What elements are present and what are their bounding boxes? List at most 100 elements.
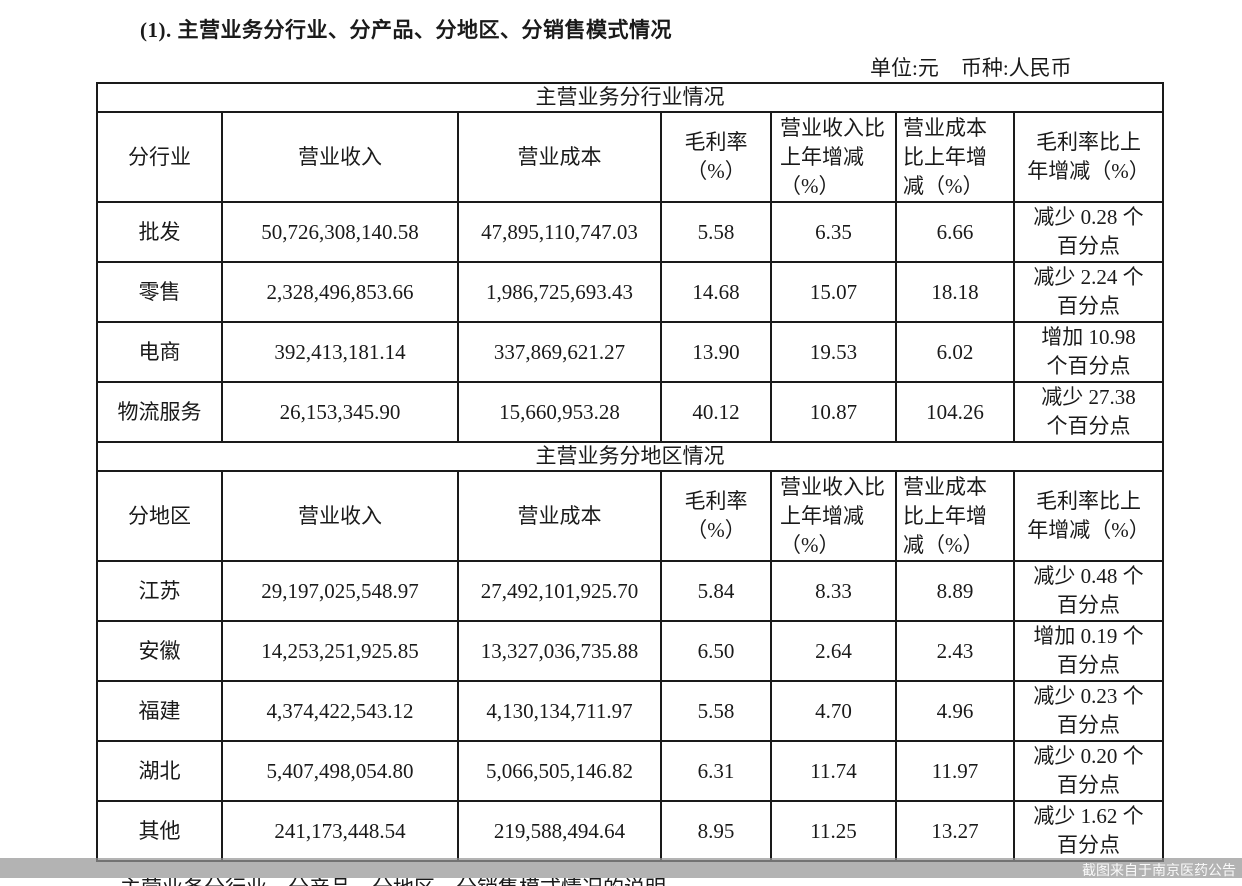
table-row: 物流服务 26,153,345.90 15,660,953.28 40.12 1…	[96, 381, 1165, 443]
revenue-change-value: 4.70	[770, 680, 897, 742]
revenue-value: 2,328,496,853.66	[221, 261, 459, 323]
header-margin-change: 毛利率比上年增减（%）	[1012, 470, 1165, 562]
margin-change-value: 减少 27.38 个百分点	[1012, 381, 1165, 443]
cost-value: 337,869,621.27	[457, 321, 662, 383]
cost-change-value: 13.27	[895, 800, 1015, 862]
table-row: 安徽 14,253,251,925.85 13,327,036,735.88 6…	[96, 620, 1165, 682]
header-revenue: 营业收入	[221, 470, 459, 562]
cost-value: 5,066,505,146.82	[457, 740, 662, 802]
revenue-change-value: 11.25	[770, 800, 897, 862]
region-table-title: 主营业务分地区情况	[95, 441, 1165, 472]
row-label: 安徽	[96, 620, 223, 682]
table-row: 福建 4,374,422,543.12 4,130,134,711.97 5.5…	[96, 680, 1165, 742]
header-margin-change: 毛利率比上年增减（%）	[1012, 111, 1165, 203]
table-row: 江苏 29,197,025,548.97 27,492,101,925.70 5…	[96, 560, 1165, 622]
cost-value: 27,492,101,925.70	[457, 560, 662, 622]
table-row: 湖北 5,407,498,054.80 5,066,505,146.82 6.3…	[96, 740, 1165, 802]
margin-value: 5.58	[660, 680, 772, 742]
row-label: 其他	[96, 800, 223, 862]
margin-change-value: 减少 0.28 个百分点	[1012, 201, 1165, 263]
revenue-value: 50,726,308,140.58	[221, 201, 459, 263]
row-label: 电商	[96, 321, 223, 383]
header-revenue-change: 营业收入比上年增减（%）	[770, 111, 897, 203]
margin-value: 40.12	[660, 381, 772, 443]
revenue-change-value: 2.64	[770, 620, 897, 682]
row-label: 批发	[96, 201, 223, 263]
margin-change-value: 减少 1.62 个百分点	[1012, 800, 1165, 862]
revenue-value: 392,413,181.14	[221, 321, 459, 383]
margin-value: 8.95	[660, 800, 772, 862]
margin-value: 5.84	[660, 560, 772, 622]
margin-change-value: 减少 2.24 个百分点	[1012, 261, 1165, 323]
table-row: 其他 241,173,448.54 219,588,494.64 8.95 11…	[96, 800, 1165, 862]
revenue-change-value: 8.33	[770, 560, 897, 622]
industry-title-row: 主营业务分行业情况	[95, 82, 1165, 113]
section-title: (1). 主营业务分行业、分产品、分地区、分销售模式情况	[140, 18, 672, 42]
cost-change-value: 18.18	[895, 261, 1015, 323]
row-label: 零售	[96, 261, 223, 323]
revenue-value: 241,173,448.54	[221, 800, 459, 862]
row-label: 福建	[96, 680, 223, 742]
header-revenue-change: 营业收入比上年增减（%）	[770, 470, 897, 562]
source-watermark: 截图来自于南京医药公告	[1082, 863, 1236, 879]
revenue-value: 26,153,345.90	[221, 381, 459, 443]
region-header-row: 分地区 营业收入 营业成本 毛利率（%） 营业收入比上年增减（%） 营业成本比上…	[96, 470, 1165, 562]
unit-currency-line: 单位:元 币种:人民币	[870, 52, 1072, 82]
revenue-value: 5,407,498,054.80	[221, 740, 459, 802]
cost-value: 13,327,036,735.88	[457, 620, 662, 682]
caption-overlay-band	[0, 858, 1242, 878]
row-label: 物流服务	[96, 381, 223, 443]
table-row: 批发 50,726,308,140.58 47,895,110,747.03 5…	[96, 201, 1165, 263]
region-title-row: 主营业务分地区情况	[95, 441, 1165, 472]
cost-value: 219,588,494.64	[457, 800, 662, 862]
table-row: 零售 2,328,496,853.66 1,986,725,693.43 14.…	[96, 261, 1165, 323]
revenue-value: 4,374,422,543.12	[221, 680, 459, 742]
margin-value: 6.50	[660, 620, 772, 682]
industry-table-title: 主营业务分行业情况	[95, 82, 1165, 113]
cost-value: 47,895,110,747.03	[457, 201, 662, 263]
margin-value: 13.90	[660, 321, 772, 383]
header-region: 分地区	[96, 470, 223, 562]
margin-change-value: 减少 0.23 个百分点	[1012, 680, 1165, 742]
row-label: 江苏	[96, 560, 223, 622]
revenue-change-value: 6.35	[770, 201, 897, 263]
cost-change-value: 104.26	[895, 381, 1015, 443]
cost-change-value: 11.97	[895, 740, 1015, 802]
currency-label: 币种:人民币	[960, 56, 1072, 80]
margin-change-value: 减少 0.20 个百分点	[1012, 740, 1165, 802]
cost-value: 1,986,725,693.43	[457, 261, 662, 323]
header-cost-change: 营业成本比上年增减（%）	[895, 111, 1015, 203]
margin-change-value: 增加 0.19 个百分点	[1012, 620, 1165, 682]
margin-value: 5.58	[660, 201, 772, 263]
revenue-change-value: 10.87	[770, 381, 897, 443]
revenue-change-value: 19.53	[770, 321, 897, 383]
cost-change-value: 2.43	[895, 620, 1015, 682]
row-label: 湖北	[96, 740, 223, 802]
cost-change-value: 6.66	[895, 201, 1015, 263]
header-gross-margin: 毛利率（%）	[660, 470, 772, 562]
cost-change-value: 6.02	[895, 321, 1015, 383]
cut-off-description: 主营业务分行业、分产品、分地区、分销售模式情况的说明	[120, 878, 666, 886]
cost-value: 15,660,953.28	[457, 381, 662, 443]
header-revenue: 营业收入	[221, 111, 459, 203]
header-cost: 营业成本	[457, 111, 662, 203]
cost-change-value: 4.96	[895, 680, 1015, 742]
revenue-change-value: 15.07	[770, 261, 897, 323]
header-industry: 分行业	[96, 111, 223, 203]
revenue-change-value: 11.74	[770, 740, 897, 802]
margin-value: 6.31	[660, 740, 772, 802]
revenue-value: 14,253,251,925.85	[221, 620, 459, 682]
revenue-value: 29,197,025,548.97	[221, 560, 459, 622]
table-row: 电商 392,413,181.14 337,869,621.27 13.90 1…	[96, 321, 1165, 383]
cost-value: 4,130,134,711.97	[457, 680, 662, 742]
header-gross-margin: 毛利率（%）	[660, 111, 772, 203]
margin-change-value: 减少 0.48 个百分点	[1012, 560, 1165, 622]
industry-header-row: 分行业 营业收入 营业成本 毛利率（%） 营业收入比上年增减（%） 营业成本比上…	[96, 111, 1165, 203]
unit-label: 单位:元	[870, 56, 939, 80]
margin-value: 14.68	[660, 261, 772, 323]
header-cost-change: 营业成本比上年增减（%）	[895, 470, 1015, 562]
header-cost: 营业成本	[457, 470, 662, 562]
margin-change-value: 增加 10.98 个百分点	[1012, 321, 1165, 383]
main-business-table: 主营业务分行业情况 分行业 营业收入 营业成本 毛利率（%） 营业收入比上年增减…	[95, 82, 1165, 862]
cost-change-value: 8.89	[895, 560, 1015, 622]
